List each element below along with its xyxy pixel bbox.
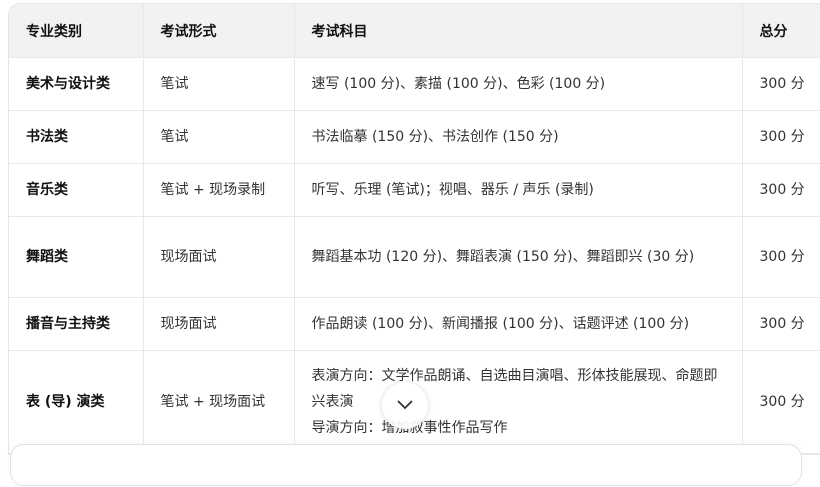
category-cell: 表 (导) 演类: [9, 350, 144, 454]
total-value: 300 分: [759, 316, 805, 332]
table-row: 舞蹈类 现场面试 舞蹈基本功 (120 分)、舞蹈表演 (150 分)、舞蹈即兴 (…: [9, 216, 820, 298]
total-cell: 300 分: [742, 350, 820, 454]
total-cell: 300 分: [742, 297, 820, 351]
subjects-cell: 舞蹈基本功 (120 分)、舞蹈表演 (150 分)、舞蹈即兴 (30 分): [294, 216, 743, 298]
header-category: 专业类别: [9, 4, 144, 58]
format-cell: 现场面试: [143, 297, 295, 351]
header-subjects: 考试科目: [294, 4, 743, 58]
total-value: 300 分: [759, 76, 805, 92]
table-row: 美术与设计类 笔试 速写 (100 分)、素描 (100 分)、色彩 (100 分)…: [9, 57, 820, 111]
subject-line: 作品朗读 (100 分)、新闻播报 (100 分)、话题评述 (100 分): [311, 316, 690, 332]
format-cell: 现场面试: [143, 216, 295, 298]
subjects-cell: 速写 (100 分)、素描 (100 分)、色彩 (100 分): [294, 57, 743, 111]
table-row: 播音与主持类 现场面试 作品朗读 (100 分)、新闻播报 (100 分)、话题评述…: [9, 297, 820, 351]
table-row: 书法类 笔试 书法临摹 (150 分)、书法创作 (150 分) 300 分: [9, 110, 820, 164]
format-cell: 笔试: [143, 57, 295, 111]
total-value: 300 分: [759, 249, 805, 265]
format-cell: 笔试 + 现场面试: [143, 350, 295, 454]
exam-table-container: 专业类别 考试形式 考试科目 总分 美术与设计类 笔试 速写 (100 分)、素描 …: [8, 3, 820, 455]
total-value: 300 分: [759, 394, 805, 410]
subjects-cell: 表演方向：文学作品朗诵、自选曲目演唱、形体技能展现、命题即兴表演导演方向：增加叙…: [294, 350, 743, 454]
category-cell: 书法类: [9, 110, 144, 164]
exam-table: 专业类别 考试形式 考试科目 总分 美术与设计类 笔试 速写 (100 分)、素描 …: [9, 4, 820, 454]
table-row: 音乐类 笔试 + 现场录制 听写、乐理 (笔试)；视唱、器乐 / 声乐 (录制) 30…: [9, 163, 820, 217]
subject-line: 表演方向：文学作品朗诵、自选曲目演唱、形体技能展现、命题即兴表演: [311, 368, 718, 410]
table-header-row: 专业类别 考试形式 考试科目 总分: [9, 4, 820, 58]
header-total: 总分: [742, 4, 820, 58]
table-row: 表 (导) 演类 笔试 + 现场面试 表演方向：文学作品朗诵、自选曲目演唱、形体技能…: [9, 350, 820, 454]
subject-line: 听写、乐理 (笔试)；视唱、器乐 / 声乐 (录制): [311, 182, 594, 198]
chevron-down-icon: [397, 400, 413, 410]
total-cell: 300 分: [742, 110, 820, 164]
chat-input[interactable]: [11, 445, 805, 487]
subject-line: 舞蹈基本功 (120 分)、舞蹈表演 (150 分)、舞蹈即兴 (30 分): [311, 249, 695, 265]
total-cell: 300 分: [742, 163, 820, 217]
category-cell: 舞蹈类: [9, 216, 144, 298]
subject-line: 书法临摹 (150 分)、书法创作 (150 分): [311, 129, 559, 145]
chat-input-box[interactable]: [10, 444, 805, 487]
category-cell: 播音与主持类: [9, 297, 144, 351]
subjects-cell: 作品朗读 (100 分)、新闻播报 (100 分)、话题评述 (100 分): [294, 297, 743, 351]
format-cell: 笔试: [143, 110, 295, 164]
header-format: 考试形式: [143, 4, 295, 58]
format-cell: 笔试 + 现场录制: [143, 163, 295, 217]
subject-line: 导演方向：增加叙事性作品写作: [312, 415, 725, 441]
scroll-down-button[interactable]: [381, 381, 429, 429]
subjects-cell: 听写、乐理 (笔试)；视唱、器乐 / 声乐 (录制): [294, 163, 743, 217]
total-value: 300 分: [759, 182, 805, 198]
total-cell: 300 分: [742, 57, 820, 111]
category-cell: 美术与设计类: [9, 57, 144, 111]
total-value: 300 分: [759, 129, 805, 145]
subject-line: 速写 (100 分)、素描 (100 分)、色彩 (100 分): [311, 76, 606, 92]
category-cell: 音乐类: [9, 163, 144, 217]
total-cell: 300 分: [742, 216, 820, 298]
subjects-cell: 书法临摹 (150 分)、书法创作 (150 分): [294, 110, 743, 164]
